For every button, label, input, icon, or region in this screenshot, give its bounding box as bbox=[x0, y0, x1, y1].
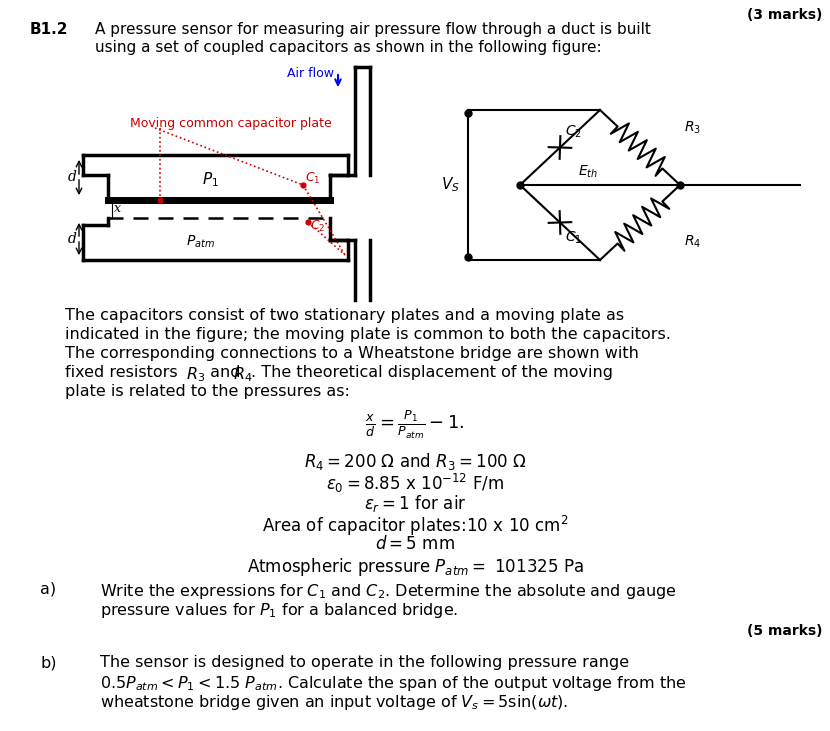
Text: Moving common capacitor plate: Moving common capacitor plate bbox=[130, 118, 332, 131]
Text: $d{=}5\ \mathrm{mm}$: $d{=}5\ \mathrm{mm}$ bbox=[375, 535, 455, 553]
Text: fixed resistors: fixed resistors bbox=[65, 365, 183, 380]
Text: $R_4$: $R_4$ bbox=[684, 234, 701, 250]
Text: Write the expressions for $C_1$ and $C_2$. Determine the absolute and gauge: Write the expressions for $C_1$ and $C_2… bbox=[100, 582, 676, 601]
Text: (3 marks): (3 marks) bbox=[747, 8, 822, 22]
Text: $C_2$: $C_2$ bbox=[565, 124, 582, 140]
Text: $\varepsilon_r{=}1\ \mathrm{for\ air}$: $\varepsilon_r{=}1\ \mathrm{for\ air}$ bbox=[364, 493, 466, 514]
Text: Air flow: Air flow bbox=[286, 67, 334, 80]
Text: The corresponding connections to a Wheatstone bridge are shown with: The corresponding connections to a Wheat… bbox=[65, 346, 639, 361]
Text: x: x bbox=[114, 202, 121, 216]
Text: $R_4 = 200\ \Omega\ \mathrm{and}\ R_3 = 100\ \Omega$: $R_4 = 200\ \Omega\ \mathrm{and}\ R_3 = … bbox=[304, 451, 526, 472]
Text: plate is related to the pressures as:: plate is related to the pressures as: bbox=[65, 384, 350, 399]
Text: A pressure sensor for measuring air pressure flow through a duct is built: A pressure sensor for measuring air pres… bbox=[95, 22, 651, 37]
Text: $0.5P_{atm} < P_1 < 1.5\ P_{atm}$. Calculate the span of the output voltage from: $0.5P_{atm} < P_1 < 1.5\ P_{atm}$. Calcu… bbox=[100, 674, 686, 693]
Text: b): b) bbox=[40, 655, 56, 670]
Text: pressure values for $P_1$ for a balanced bridge.: pressure values for $P_1$ for a balanced… bbox=[100, 601, 458, 620]
Text: $R_4$: $R_4$ bbox=[233, 365, 252, 384]
Text: $\varepsilon_0 = 8.85\ \mathrm{x}\ 10^{-12}\ \mathrm{F/m}$: $\varepsilon_0 = 8.85\ \mathrm{x}\ 10^{-… bbox=[326, 472, 504, 495]
Text: indicated in the figure; the moving plate is common to both the capacitors.: indicated in the figure; the moving plat… bbox=[65, 327, 671, 342]
Text: using a set of coupled capacitors as shown in the following figure:: using a set of coupled capacitors as sho… bbox=[95, 40, 602, 55]
Text: . The theoretical displacement of the moving: . The theoretical displacement of the mo… bbox=[251, 365, 613, 380]
Text: $C_1$: $C_1$ bbox=[305, 170, 320, 186]
Text: $\frac{x}{d} = \frac{P_1}{P_{atm}} - 1.$: $\frac{x}{d} = \frac{P_1}{P_{atm}} - 1.$ bbox=[365, 409, 465, 441]
Text: (5 marks): (5 marks) bbox=[746, 624, 822, 638]
Text: The sensor is designed to operate in the following pressure range: The sensor is designed to operate in the… bbox=[100, 655, 629, 670]
Text: $C_1$: $C_1$ bbox=[565, 230, 582, 246]
Text: Atmospheric pressure $P_{atm}{=}\ 101325\ \mathrm{Pa}$: Atmospheric pressure $P_{atm}{=}\ 101325… bbox=[247, 556, 583, 578]
Text: B1.2: B1.2 bbox=[30, 22, 69, 37]
Text: $C_2$: $C_2$ bbox=[310, 219, 325, 233]
Text: $P_1$: $P_1$ bbox=[202, 170, 218, 189]
Text: Area of capacitor plates:$10\ \mathrm{x}\ 10\ \mathrm{cm}^2$: Area of capacitor plates:$10\ \mathrm{x}… bbox=[261, 514, 569, 538]
Text: d: d bbox=[67, 170, 76, 184]
Text: and: and bbox=[205, 365, 246, 380]
Text: The capacitors consist of two stationary plates and a moving plate as: The capacitors consist of two stationary… bbox=[65, 308, 624, 323]
Text: d: d bbox=[67, 232, 76, 246]
Text: $E_{th}$: $E_{th}$ bbox=[578, 164, 598, 180]
Text: $V_S$: $V_S$ bbox=[442, 175, 460, 194]
Text: $P_{atm}$: $P_{atm}$ bbox=[186, 234, 214, 250]
Text: $R_3$: $R_3$ bbox=[684, 120, 701, 137]
Text: $R_3$: $R_3$ bbox=[186, 365, 205, 384]
Text: wheatstone bridge given an input voltage of $V_s = 5\sin(\omega t)$.: wheatstone bridge given an input voltage… bbox=[100, 693, 569, 712]
Text: a): a) bbox=[40, 582, 56, 597]
